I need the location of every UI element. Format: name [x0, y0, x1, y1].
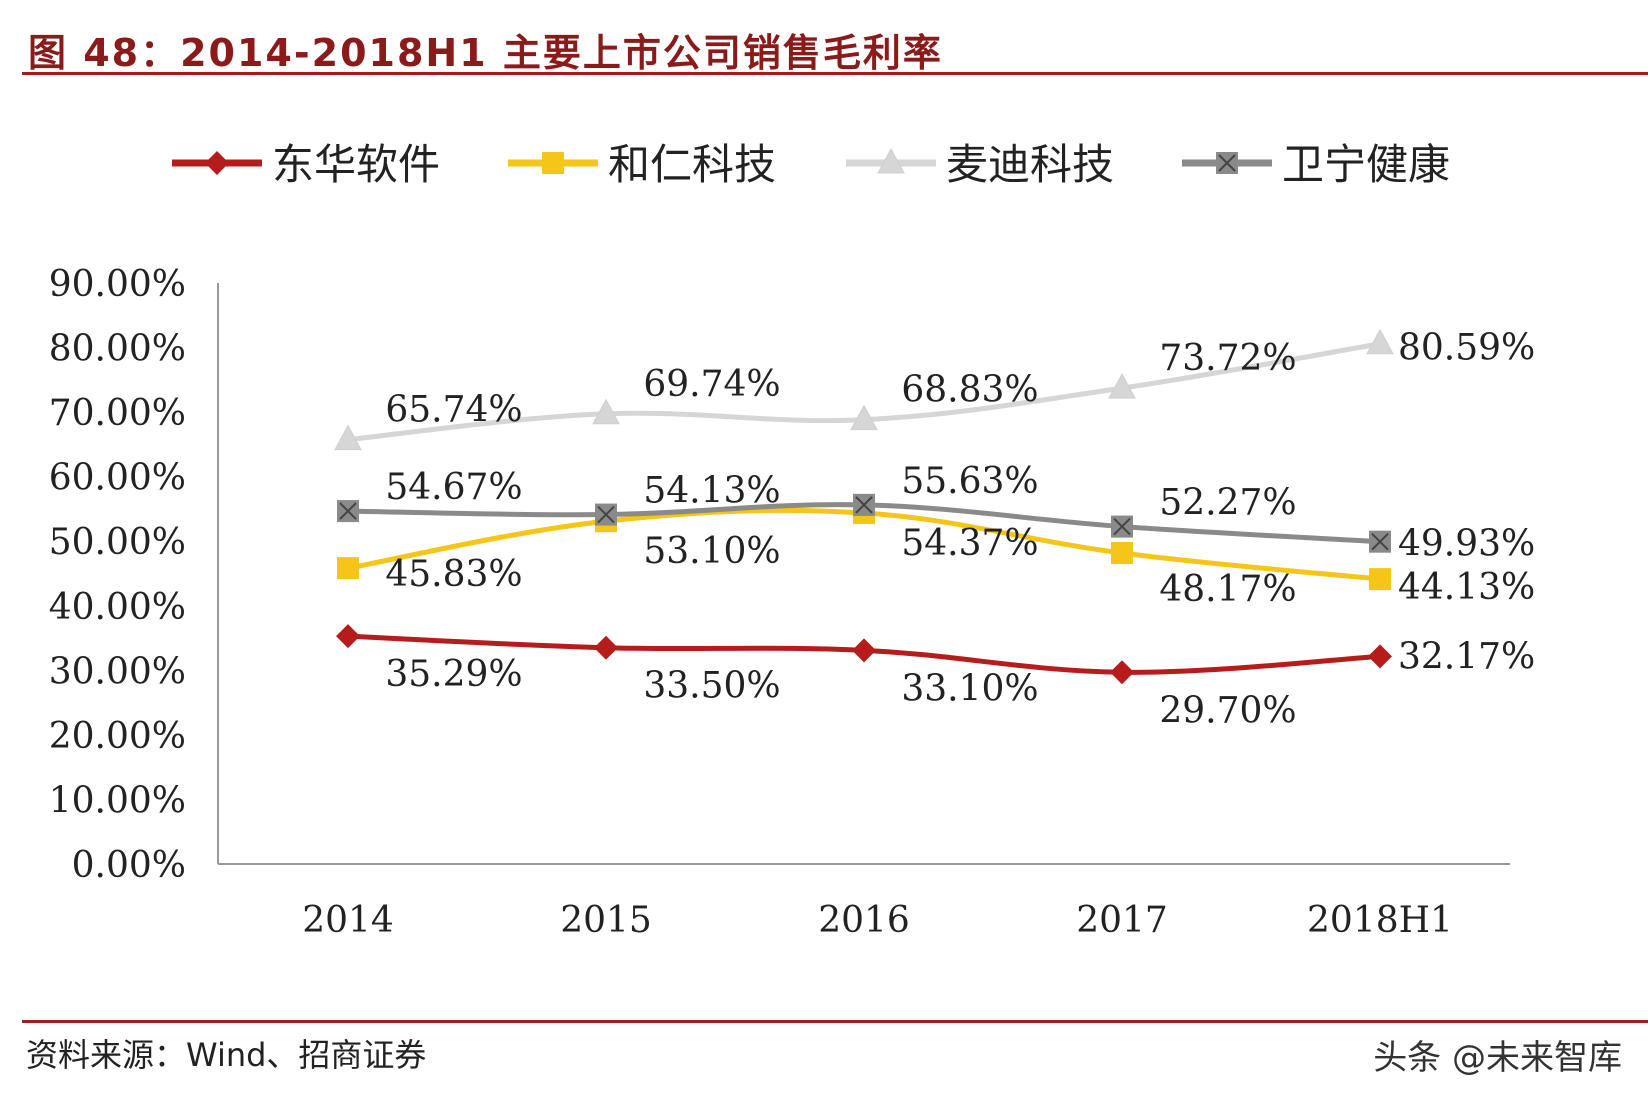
- data-point-marker: [337, 557, 359, 580]
- y-tick-label: 90.00%: [49, 264, 186, 305]
- legend-label: 卫宁健康: [1282, 140, 1450, 189]
- legend-marker-cross-b: [1218, 154, 1236, 172]
- footer-rule: [22, 1020, 1648, 1023]
- y-tick-label: 80.00%: [49, 329, 186, 370]
- legend-item: 麦迪科技: [846, 140, 1114, 189]
- data-point-marker-cross-b: [1113, 517, 1131, 536]
- data-point-marker: [595, 503, 617, 526]
- data-label: 33.10%: [901, 668, 1038, 709]
- data-point-marker: [1366, 328, 1394, 355]
- y-tick-label: 0.00%: [72, 845, 186, 886]
- data-point-marker-cross-b: [855, 496, 873, 514]
- legend-item: 卫宁健康: [1182, 140, 1450, 189]
- data-labels: 65.74% 69.74% 68.83% 73.72% 80.59% 45.83% 53.1…: [385, 328, 1535, 732]
- data-point-marker: [1111, 515, 1133, 538]
- y-tick-label: 30.00%: [49, 651, 186, 692]
- data-point-marker: [850, 404, 878, 431]
- data-label: 55.63%: [901, 461, 1038, 502]
- data-label: 73.72%: [1159, 338, 1296, 379]
- x-tick-label: 2014: [302, 900, 394, 941]
- x-tick-label: 2018H1: [1307, 900, 1453, 941]
- y-tick-label: 50.00%: [49, 522, 186, 563]
- x-tick-label: 2015: [560, 900, 652, 941]
- data-point-marker: [334, 424, 362, 451]
- y-tick-label: 10.00%: [49, 780, 186, 821]
- data-label: 54.37%: [901, 523, 1038, 564]
- data-point-marker: [1369, 568, 1391, 591]
- data-point-marker: [852, 638, 876, 663]
- data-point-marker-cross-b: [339, 502, 357, 520]
- data-label: 52.27%: [1159, 483, 1296, 524]
- x-tick-label: 2016: [818, 900, 910, 941]
- watermark: 头条 @未来智库: [1373, 1038, 1622, 1078]
- legend-item: 东华软件: [172, 140, 440, 189]
- data-label: 45.83%: [385, 554, 522, 595]
- y-tick-label: 60.00%: [49, 458, 186, 499]
- data-label: 80.59%: [1398, 328, 1535, 369]
- data-label: 35.29%: [385, 654, 522, 695]
- series-markers: [334, 328, 1394, 685]
- line-chart: 东华软件 和仁科技 麦迪科技 卫宁健康 0.00% 10.00% 20.00% 30.00%…: [49, 140, 1536, 941]
- legend-marker: [542, 152, 564, 174]
- data-point-marker: [853, 493, 875, 516]
- data-point-marker-cross-b: [597, 505, 615, 524]
- data-point-marker: [1111, 542, 1133, 565]
- data-label: 69.74%: [643, 364, 780, 405]
- legend-label: 麦迪科技: [946, 140, 1114, 189]
- legend-marker: [205, 151, 229, 175]
- title-row: 图 48：2014-2018H1 主要上市公司销售毛利率: [22, 18, 1648, 78]
- data-label: 65.74%: [385, 390, 522, 431]
- data-point-marker: [337, 500, 359, 523]
- x-tick-label: 2017: [1076, 900, 1168, 941]
- chart-title: 图 48：2014-2018H1 主要上市公司销售毛利率: [28, 31, 943, 75]
- data-point-marker: [336, 624, 360, 649]
- data-point-marker: [594, 635, 618, 660]
- data-label: 33.50%: [643, 666, 780, 707]
- data-label: 44.13%: [1398, 567, 1535, 608]
- title-rule: [22, 72, 1648, 75]
- data-point-marker: [1368, 644, 1392, 669]
- data-label: 49.93%: [1398, 524, 1535, 565]
- data-label: 53.10%: [643, 531, 780, 572]
- source-note: 资料来源：Wind、招商证券: [26, 1036, 427, 1074]
- data-point-marker: [1108, 373, 1136, 399]
- y-tick-label: 20.00%: [49, 716, 186, 757]
- legend-marker: [1216, 152, 1238, 174]
- data-point-marker: [592, 398, 620, 425]
- data-label: 54.67%: [385, 467, 522, 508]
- y-tick-label: 40.00%: [49, 587, 186, 628]
- data-point-marker-cross-b: [1371, 532, 1389, 551]
- data-label: 48.17%: [1159, 569, 1296, 610]
- y-tick-label: 70.00%: [49, 393, 186, 434]
- legend: 东华软件 和仁科技 麦迪科技 卫宁健康: [172, 140, 1450, 189]
- data-label: 68.83%: [901, 370, 1038, 411]
- legend-label: 和仁科技: [608, 140, 776, 189]
- legend-label: 东华软件: [272, 140, 440, 189]
- data-label: 54.13%: [643, 471, 780, 512]
- legend-marker: [877, 147, 905, 174]
- axes: 0.00% 10.00% 20.00% 30.00% 40.00% 50.00% 60.00…: [49, 264, 1510, 941]
- data-point-marker: [1110, 660, 1134, 685]
- data-label: 32.17%: [1398, 636, 1535, 677]
- data-point-marker: [1369, 530, 1391, 553]
- legend-item: 和仁科技: [508, 140, 776, 189]
- data-label: 29.70%: [1159, 690, 1296, 731]
